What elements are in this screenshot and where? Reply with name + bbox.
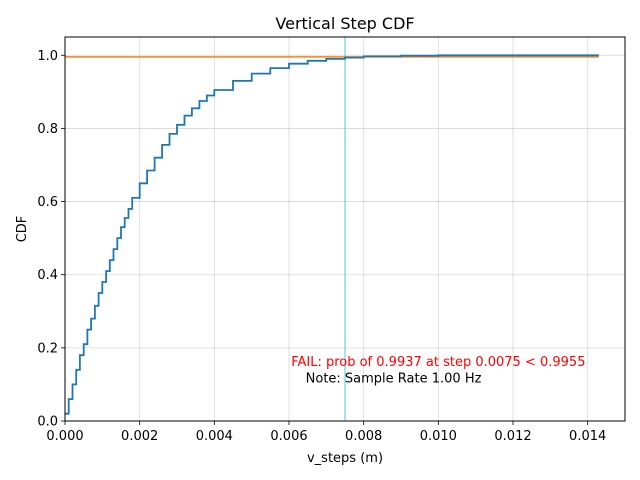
y-axis-label: CDF <box>15 216 30 243</box>
x-tick-label: 0.014 <box>569 429 606 444</box>
x-tick-label: 0.008 <box>345 429 382 444</box>
x-tick-label: 0.004 <box>196 429 233 444</box>
y-tick-label: 0.4 <box>37 268 58 283</box>
y-tick-label: 0.0 <box>37 415 58 430</box>
axes-frame <box>64 36 626 422</box>
y-tick-label: 1.0 <box>37 49 58 64</box>
x-tick-label: 0.012 <box>494 429 531 444</box>
y-tick-label: 0.2 <box>37 341 58 356</box>
x-axis-label: v_steps (m) <box>307 451 383 466</box>
fail-annotation: FAIL: prob of 0.9937 at step 0.0075 < 0.… <box>291 355 585 370</box>
x-axis-ticks: 0.000 0.002 0.004 0.006 0.008 0.010 0.012 0.014 <box>46 421 606 444</box>
x-tick-label: 0.006 <box>270 429 307 444</box>
annotations: FAIL: prob of 0.9937 at step 0.0075 < 0.… <box>291 355 585 386</box>
y-tick-label: 0.6 <box>37 195 58 210</box>
x-tick-label: 0.010 <box>420 429 457 444</box>
plot-area <box>65 37 599 421</box>
sample-rate-note: Note: Sample Rate 1.00 Hz <box>306 372 482 387</box>
x-tick-label: 0.002 <box>121 429 158 444</box>
cdf-step-line <box>65 54 599 415</box>
y-tick-label: 0.8 <box>37 122 58 137</box>
y-axis-ticks: 0.0 0.2 0.4 0.6 0.8 1.0 <box>37 49 65 430</box>
x-tick-label: 0.000 <box>46 429 83 444</box>
chart-title: Vertical Step CDF <box>275 14 414 33</box>
